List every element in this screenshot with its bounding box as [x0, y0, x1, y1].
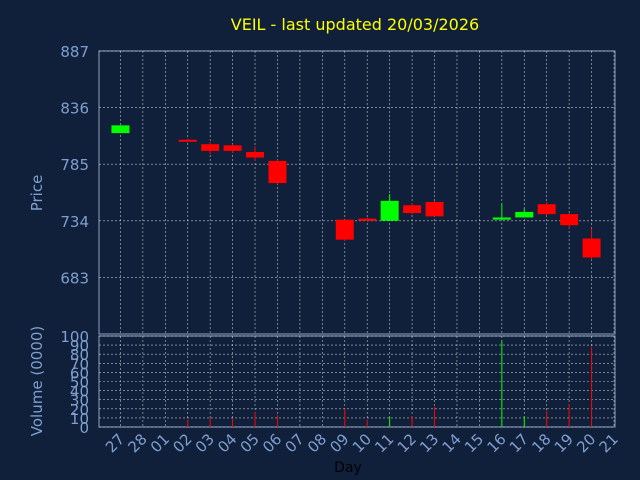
candle	[380, 194, 399, 221]
candle	[268, 159, 287, 185]
candle	[223, 144, 242, 154]
volume-tick-label: 90	[70, 337, 89, 355]
volume-tick-label: 50	[70, 374, 89, 392]
x-axis-label: Day	[334, 460, 362, 476]
volume-tick-label: 60	[70, 364, 89, 382]
price-tick-label: 734	[60, 213, 89, 231]
candle-body	[425, 201, 444, 217]
candle-body	[178, 139, 197, 142]
volume-tick-label: 0	[79, 419, 89, 437]
candle	[515, 208, 534, 218]
price-panel: 887 836 785 734 683	[60, 43, 616, 335]
x-axis-ticks: 2728010203040506070809101112131415161718…	[102, 430, 622, 456]
price-plot-frame	[98, 50, 616, 335]
volume-tick-label: 30	[70, 392, 89, 410]
volume-tick-label: 100	[60, 328, 89, 346]
candle-body	[537, 204, 556, 215]
price-tick-label: 887	[60, 43, 89, 61]
candle	[403, 203, 422, 215]
candle	[560, 213, 579, 229]
candle	[582, 228, 601, 260]
candle-body	[515, 211, 534, 218]
y-axis-label: Price	[28, 175, 46, 212]
x-tick-label: 21	[596, 430, 622, 456]
candle-body	[246, 151, 265, 158]
candle-body	[335, 219, 354, 240]
price-tick-label: 683	[60, 269, 89, 287]
candle-body	[380, 200, 399, 221]
candle-body	[403, 205, 422, 214]
volume-tick-label: 20	[70, 401, 89, 419]
volume-tick-label: 10	[70, 410, 89, 428]
candle-body	[201, 144, 220, 151]
candle-body	[492, 217, 511, 220]
candle	[335, 219, 354, 241]
candle-body	[560, 214, 579, 226]
candle	[246, 146, 265, 161]
candle-body	[358, 218, 377, 221]
volume-axis-label: Volume (0000)	[28, 326, 46, 436]
candle-body	[111, 125, 130, 134]
volume-tick-label: 40	[70, 383, 89, 401]
price-tick-label: 785	[60, 156, 89, 174]
candle-body	[582, 238, 601, 258]
candle-body	[268, 160, 287, 184]
volume-tick-label: 70	[70, 355, 89, 373]
chart-title: VEIL - last updated 20/03/2026	[231, 15, 479, 34]
price-tick-label: 836	[60, 100, 89, 118]
volume-tick-label: 80	[70, 346, 89, 364]
candle-body	[223, 145, 242, 151]
candle	[425, 200, 444, 217]
candle	[492, 203, 511, 220]
candle	[201, 142, 220, 155]
candle	[358, 217, 377, 221]
candle	[178, 138, 197, 142]
candle	[111, 125, 130, 134]
candle	[537, 201, 556, 216]
